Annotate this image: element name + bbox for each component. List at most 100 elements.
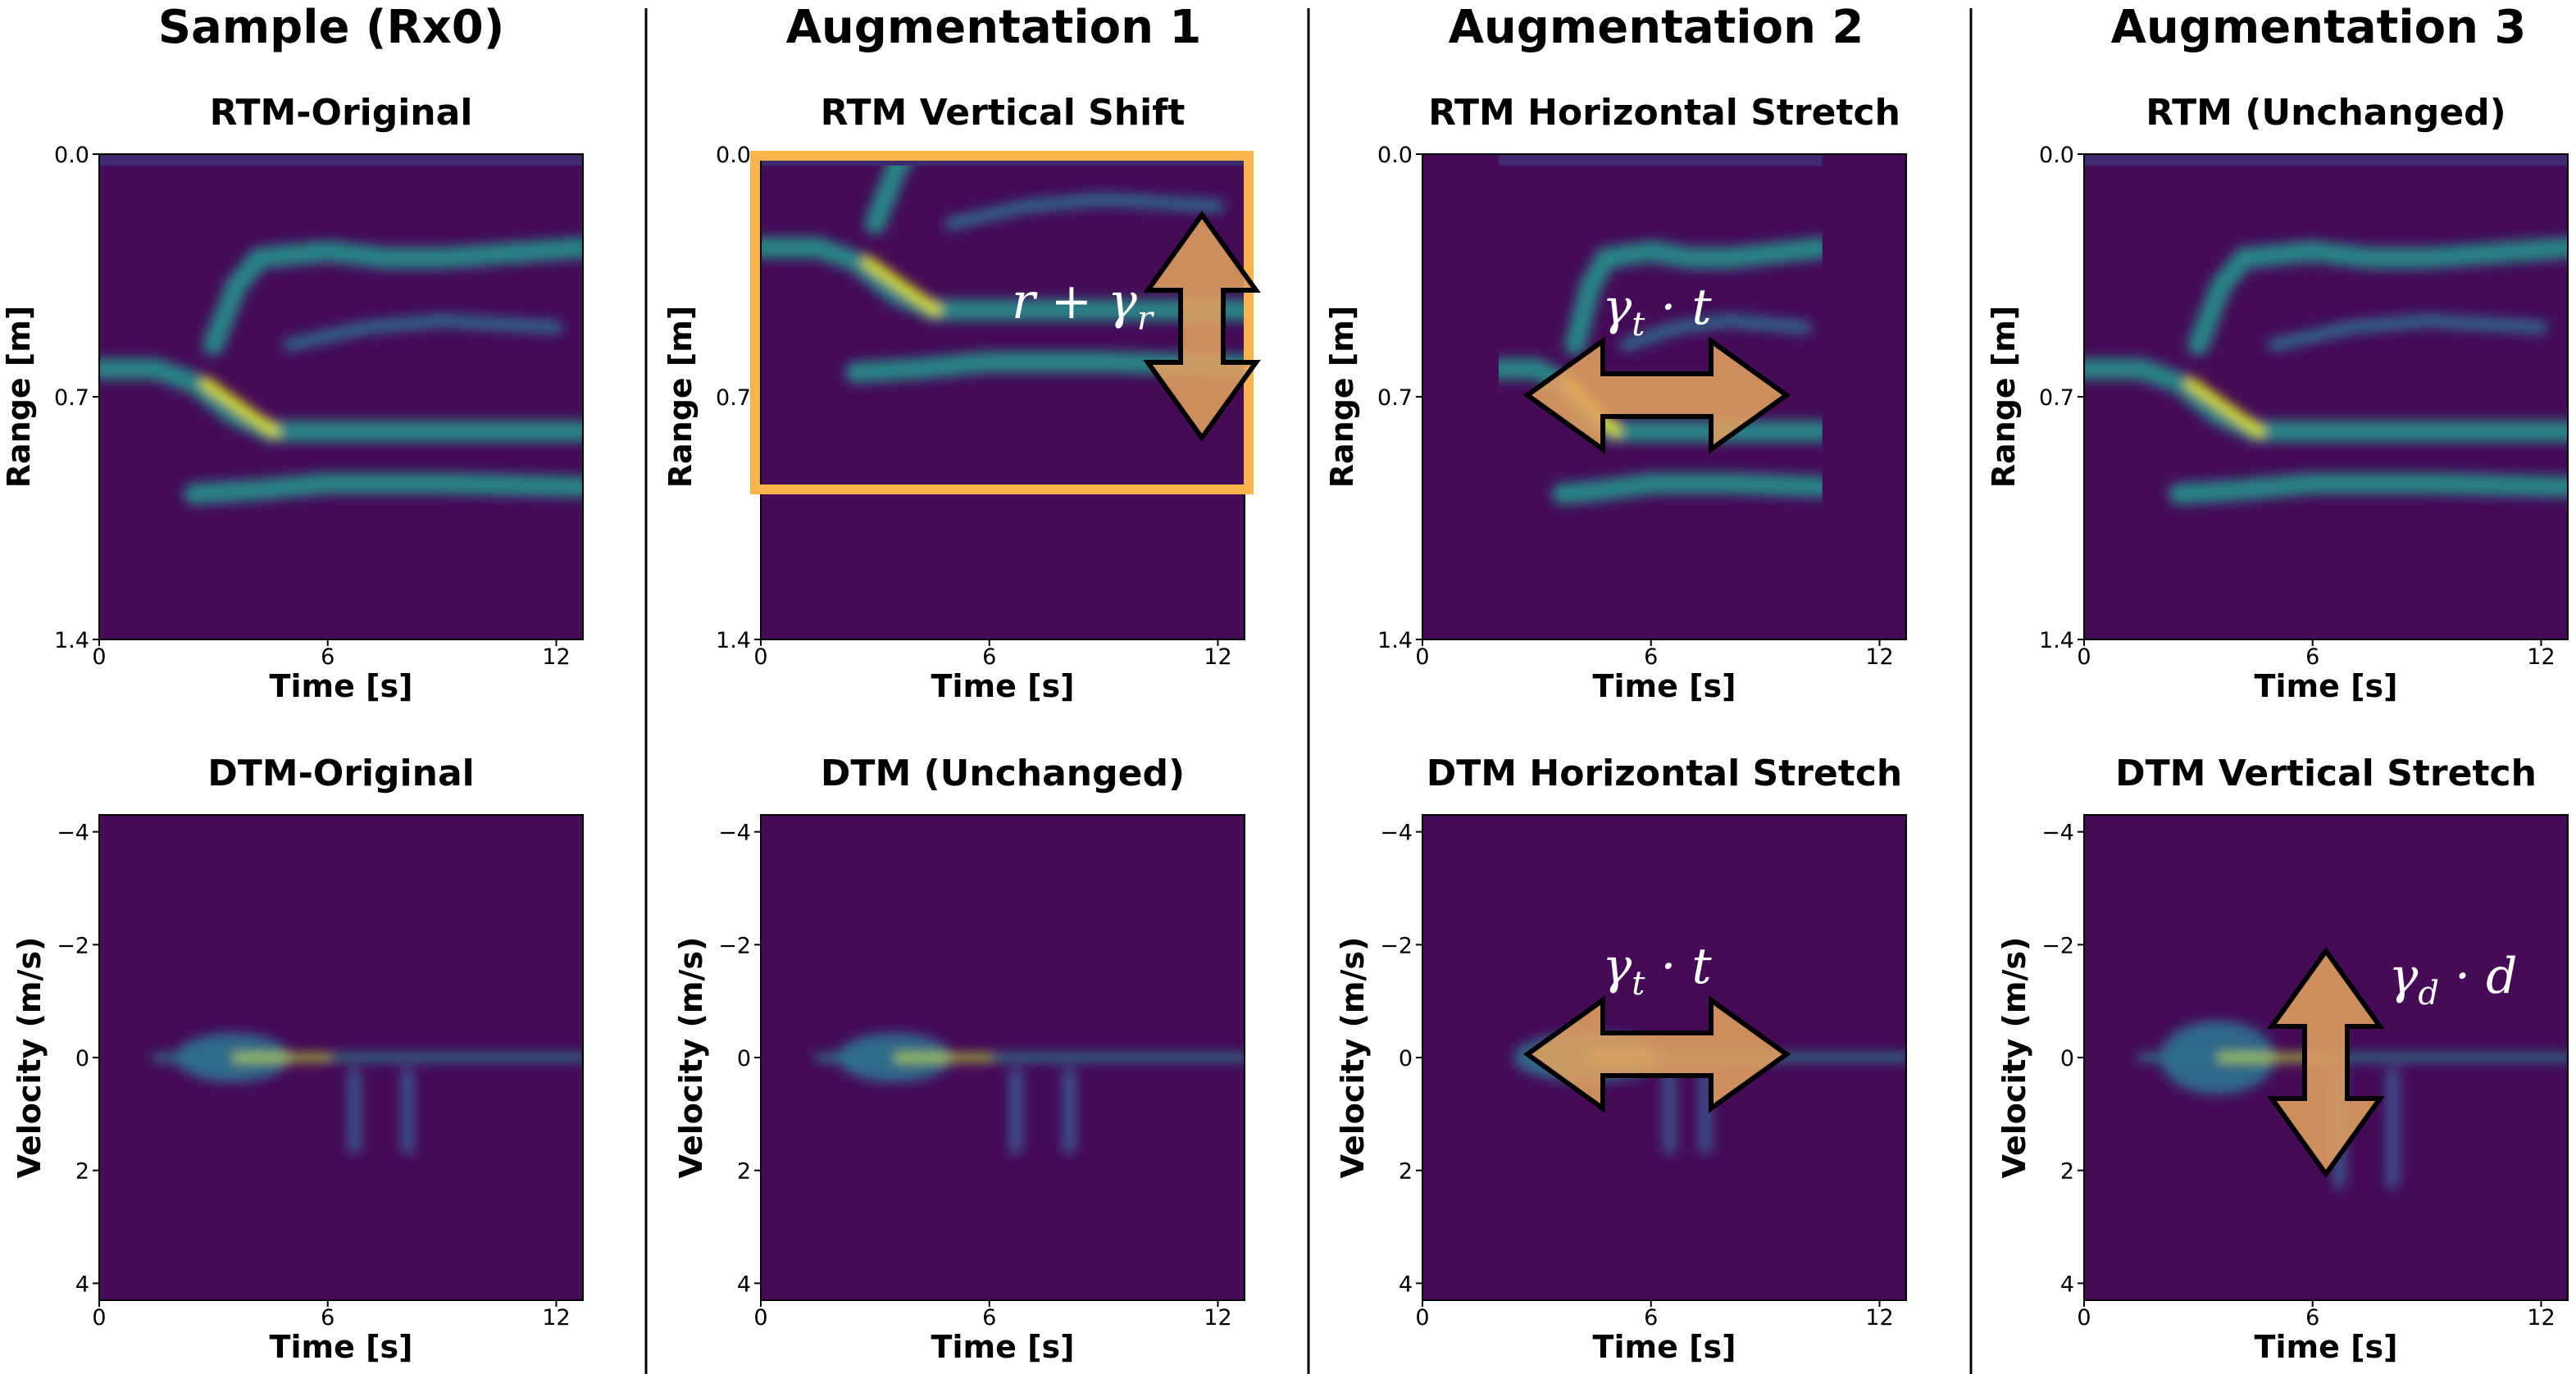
annotation: r + γr [1012,273,1155,338]
x-tick-label: 6 [321,644,335,670]
x-axis-label: Time [s] [931,1329,1075,1365]
x-tick-label: 12 [542,1305,570,1331]
y-axis-label: Velocity (m/s) [1335,937,1371,1179]
heatmap-ridge [283,313,563,352]
y-tick-label: 2 [75,1159,89,1185]
y-tick-label: 0.0 [1377,143,1413,168]
x-tick-label: 12 [542,644,570,670]
annotation-subscript: t [1632,306,1645,344]
annotation-subscript: r [1137,300,1155,338]
y-tick-label: 0 [75,1046,89,1071]
x-axis-label: Time [s] [1593,1329,1736,1365]
heatmap-pad [1422,154,1499,639]
x-tick-label: 0 [753,1305,767,1331]
heatmap-peak [2185,377,2265,438]
heatmap-peak [200,377,280,438]
heatmap-background [2084,154,2568,639]
y-tick-label: −4 [57,821,89,846]
x-tick-label: 12 [2527,644,2555,670]
subplot-title: RTM-Original [210,92,473,134]
heatmap-ridge [2268,313,2548,352]
y-tick-label: 2 [737,1159,751,1185]
x-tick-label: 6 [982,644,996,670]
heatmap-ridge [2169,472,2568,505]
column-title: Sample (Rx0) [158,1,505,54]
x-axis-label: Time [s] [2255,1329,2398,1365]
x-tick-label: 6 [982,1305,996,1331]
annotation: γt · t [1602,938,1712,1003]
heatmap [2084,154,2568,639]
x-axis-label: Time [s] [1593,668,1736,704]
subplot-title: RTM Horizontal Stretch [1428,92,1900,134]
heatmap-blob [175,1033,290,1082]
heatmap [761,815,1245,1300]
annotation-text: γ [1602,938,1632,995]
x-tick-label: 12 [1204,644,1231,670]
heatmap-peak [862,256,942,316]
augmentation-arrow [1522,336,1791,454]
heatmap-ridge [761,237,1245,321]
y-tick-label: 1.4 [2039,628,2074,653]
y-tick-label: 2 [1399,1159,1413,1185]
y-tick-label: 4 [737,1272,751,1297]
x-tick-label: 0 [92,1305,106,1331]
augmentation-arrow [1522,995,1791,1113]
y-tick-label: 0.7 [1377,385,1413,411]
x-tick-label: 6 [2305,644,2319,670]
x-tick-label: 0 [1415,1305,1429,1331]
annotation-text: · t [1645,938,1712,995]
y-tick-label: −2 [1380,933,1413,958]
heatmap-band [99,154,583,166]
y-tick-label: −2 [718,933,751,958]
y-tick-label: 0 [2060,1046,2074,1071]
heatmap-pad [1822,154,1906,639]
heatmap-texture [99,237,583,505]
heatmap-texture [152,1033,583,1155]
x-tick-label: 6 [321,1305,335,1331]
x-tick-label: 12 [1865,1305,1893,1331]
x-tick-label: 12 [1865,644,1893,670]
y-axis-label: Range [m] [1,306,37,489]
y-axis-label: Range [m] [1324,306,1360,489]
heatmap-ridge [1564,237,1834,356]
heatmap-background [761,154,1245,639]
x-tick-label: 6 [2305,1305,2319,1331]
heatmap-ridge [203,237,583,356]
y-tick-label: 0 [1399,1046,1413,1071]
y-tick-label: 0 [737,1046,751,1071]
x-axis-label: Time [s] [270,1329,413,1365]
y-axis-label: Velocity (m/s) [673,937,709,1179]
subplot-title: RTM Vertical Shift [821,92,1186,134]
heatmap-ridge [1619,313,1812,352]
y-tick-label: 0.0 [716,143,751,168]
heatmap-band [1422,154,1906,166]
x-tick-label: 0 [1415,644,1429,670]
x-tick-label: 6 [1644,1305,1658,1331]
y-tick-label: 1.4 [1377,628,1413,653]
x-tick-label: 0 [92,644,106,670]
subplot-title: RTM (Unchanged) [2146,92,2506,134]
annotation-text: · d [2439,948,2518,1005]
subplot-title: DTM Horizontal Stretch [1427,753,1902,794]
x-tick-label: 12 [1204,1305,1231,1331]
y-axis-label: Velocity (m/s) [11,937,48,1179]
heatmap-ridge [944,192,1225,230]
y-tick-label: −2 [57,933,89,958]
annotation-subscript: d [2418,975,2439,1012]
y-tick-label: 4 [2060,1272,2074,1297]
heatmap [99,154,583,639]
x-axis-label: Time [s] [270,668,413,704]
heatmap-ridge [2084,358,2568,443]
y-tick-label: 2 [2060,1159,2074,1185]
y-axis-label: Range [m] [1986,306,2022,489]
y-tick-label: 0.7 [716,385,751,411]
annotation-text: γ [2388,948,2418,1005]
annotation: γd · d [2388,948,2517,1012]
heatmap-ridge [2187,237,2568,356]
heatmap-band [2084,154,2568,166]
y-axis-label: Range [m] [662,306,699,489]
annotation: γt · t [1602,279,1712,344]
heatmap-blob [836,1033,952,1082]
y-tick-label: 0.0 [2039,143,2074,168]
